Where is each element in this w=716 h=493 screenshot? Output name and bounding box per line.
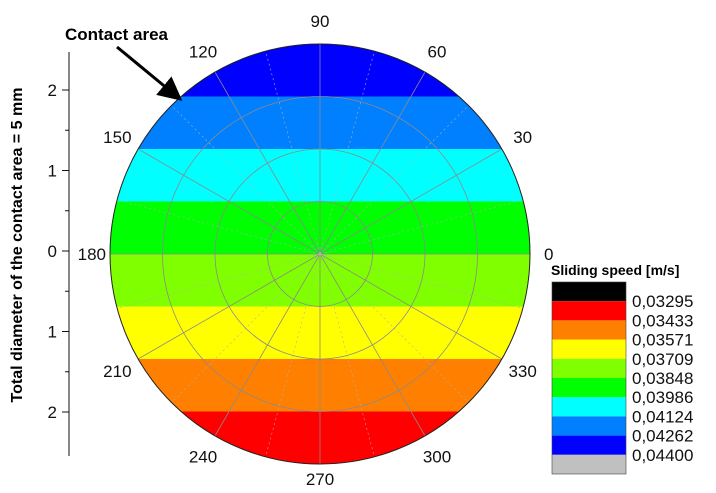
legend-swatch (552, 301, 626, 321)
angle-tick-label: 90 (311, 12, 330, 31)
legend-swatch (552, 282, 626, 302)
grid-spoke (214, 71, 321, 255)
radial-tick-label: 2 (48, 81, 57, 100)
legend-title: Sliding speed [m/s] (551, 262, 679, 278)
grid-spoke (319, 253, 426, 437)
angle-tick-label: 180 (78, 245, 106, 264)
legend-level-label: 0,03433 (632, 311, 693, 330)
radial-tick-label: 1 (48, 323, 57, 342)
legend-swatch (552, 454, 626, 474)
grid-spoke-minor (171, 105, 321, 255)
angle-tick-label: 150 (103, 128, 131, 147)
grid-spoke-minor (117, 199, 321, 255)
grid-spoke-minor (265, 253, 321, 457)
polar-grid (110, 44, 530, 464)
angle-tick-label: 330 (508, 362, 536, 381)
grid-spoke-minor (171, 253, 321, 403)
grid-spoke-minor (319, 253, 469, 403)
angle-tick-label: 210 (103, 362, 131, 381)
legend-swatch (552, 320, 626, 340)
angle-tick-label: 300 (423, 448, 451, 467)
radial-tick-label: 2 (48, 403, 57, 422)
radial-tick-label: 0 (48, 242, 57, 261)
grid-spoke (319, 253, 503, 360)
y-axis-label: Total diameter of the contact area = 5 m… (9, 88, 26, 403)
legend-level-label: 0,03571 (632, 331, 693, 350)
grid-spoke-minor (117, 253, 321, 309)
angle-tick-labels: 0 30 60 90 120 150 180 210 240 270 300 330 (78, 12, 554, 489)
legend-level-label: 0,04124 (632, 407, 693, 426)
angle-tick-label: 60 (428, 42, 447, 61)
legend-swatch (552, 378, 626, 398)
angle-tick-label: 240 (189, 448, 217, 467)
legend-swatch (552, 416, 626, 436)
plot-outline (109, 43, 531, 465)
legend-swatch (552, 435, 626, 455)
legend-swatch (552, 339, 626, 359)
grid-spoke (214, 253, 321, 437)
angle-tick-label: 120 (189, 42, 217, 61)
legend-level-label: 0,03986 (632, 388, 693, 407)
angle-tick-label: 270 (306, 470, 334, 489)
legend-level-label: 0,03295 (632, 292, 693, 311)
grid-spoke-minor (319, 199, 523, 255)
grid-spoke (137, 148, 321, 255)
legend-level-label: 0,04262 (632, 427, 693, 446)
grid-spoke-minor (319, 105, 469, 255)
grid-spoke-minor (319, 253, 523, 309)
grid-spoke (137, 253, 321, 360)
contact-area-annotation: Contact area (65, 25, 169, 44)
grid-spoke (319, 71, 426, 255)
radial-tick-label: 1 (48, 162, 57, 181)
angle-tick-label: 30 (513, 128, 532, 147)
legend-level-label: 0,03848 (632, 369, 693, 388)
legend-level-label: 0,04400 (632, 446, 693, 465)
radial-axis: 2 1 0 1 2 (48, 52, 70, 456)
legend-frame (551, 281, 627, 475)
grid-spoke-minor (265, 51, 321, 255)
grid-spoke-minor (319, 51, 375, 255)
legend-swatch (552, 358, 626, 378)
angle-tick-label: 0 (544, 245, 553, 264)
annotation-arrow (116, 45, 183, 101)
legend-level-label: 0,03709 (632, 350, 693, 369)
legend: Sliding speed [m/s] 0,032950,034330,0357… (551, 262, 693, 475)
grid-spoke (319, 148, 503, 255)
legend-swatch (552, 397, 626, 417)
grid-spoke-minor (319, 253, 375, 457)
